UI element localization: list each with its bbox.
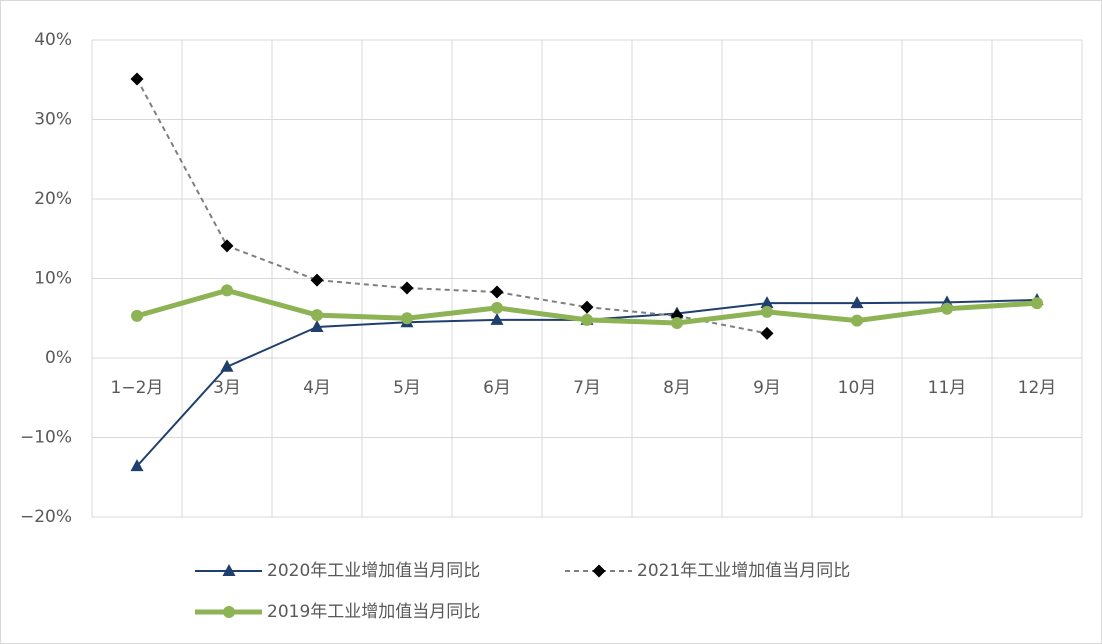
marker — [1031, 297, 1043, 310]
legend-label: 2021年工业增加值当月同比 — [637, 561, 850, 581]
marker — [760, 326, 774, 340]
y-tick-label: 30% — [34, 110, 72, 130]
marker — [221, 284, 233, 297]
marker — [131, 309, 143, 322]
marker — [490, 285, 504, 299]
x-tick-label: 12月 — [1018, 378, 1057, 398]
marker — [491, 301, 503, 314]
marker — [671, 317, 683, 330]
x-tick-label: 7月 — [573, 378, 601, 398]
x-tick-label: 10月 — [838, 378, 877, 398]
series-line — [136, 78, 768, 335]
x-tick-label: 1−2月 — [111, 378, 164, 398]
marker — [580, 300, 594, 314]
y-tick-label: 20% — [34, 189, 72, 209]
marker — [760, 296, 774, 309]
marker — [941, 302, 953, 315]
marker — [310, 273, 324, 287]
y-tick-label: 40% — [34, 30, 72, 50]
marker — [220, 359, 234, 372]
legend-label: 2019年工业增加值当月同比 — [267, 602, 480, 622]
y-tick-label: 0% — [45, 348, 72, 368]
legend-marker — [592, 564, 606, 578]
y-tick-label: 10% — [34, 269, 72, 289]
marker — [851, 314, 863, 327]
x-tick-label: 11月 — [928, 378, 967, 398]
y-tick-label: −10% — [20, 428, 72, 448]
x-tick-label: 5月 — [393, 378, 421, 398]
marker — [311, 309, 323, 322]
marker — [220, 239, 234, 253]
x-tick-label: 9月 — [753, 378, 781, 398]
marker — [310, 319, 324, 332]
marker — [581, 313, 593, 326]
marker — [130, 72, 144, 86]
legend-label: 2020年工业增加值当月同比 — [267, 561, 480, 581]
x-tick-label: 8月 — [663, 378, 691, 398]
y-tick-label: −20% — [20, 507, 72, 527]
x-tick-label: 3月 — [213, 378, 241, 398]
marker — [490, 312, 504, 325]
x-tick-label: 4月 — [303, 378, 331, 398]
marker — [401, 312, 413, 325]
marker — [400, 281, 414, 295]
marker — [850, 296, 864, 309]
x-tick-label: 6月 — [483, 378, 511, 398]
marker — [130, 459, 144, 472]
legend-marker — [223, 606, 235, 618]
marker — [761, 305, 773, 318]
legend-marker — [222, 564, 236, 576]
